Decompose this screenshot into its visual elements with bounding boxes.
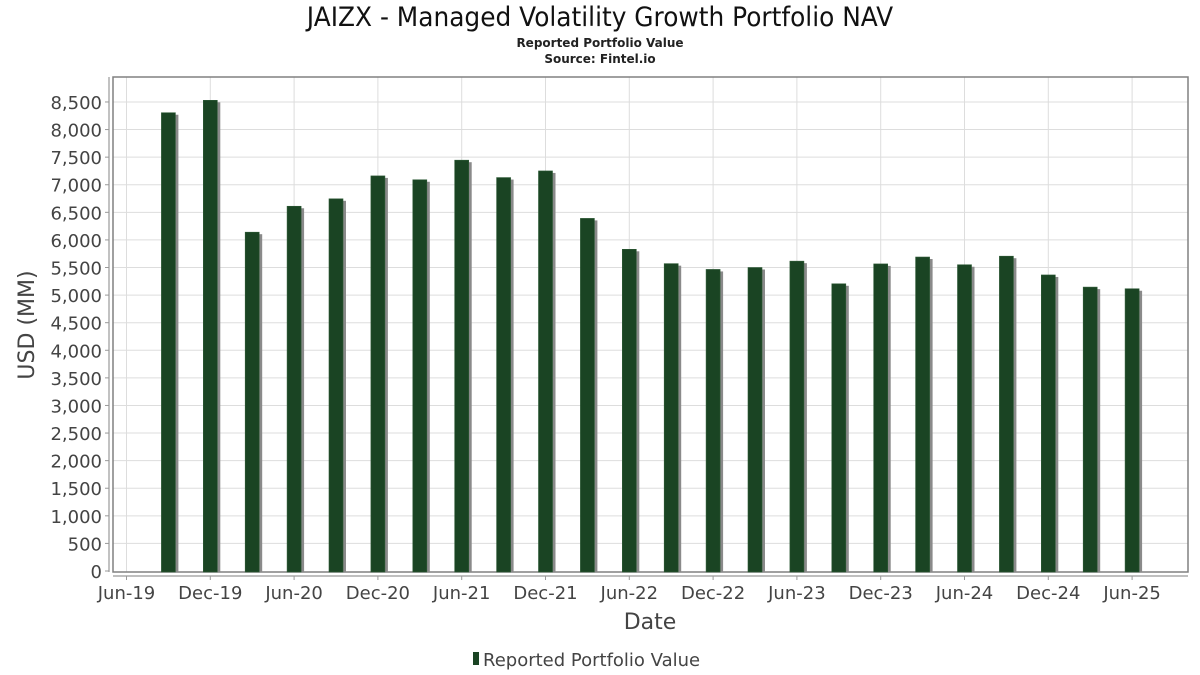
bar-Dec-22 <box>705 269 724 573</box>
y-axis-title: USD (MM) <box>15 270 40 379</box>
bar <box>538 170 553 573</box>
bars <box>161 100 1143 573</box>
y-tick-label: 1,000 <box>50 507 102 528</box>
bar <box>663 263 679 573</box>
y-tick-label: 7,000 <box>50 176 102 197</box>
x-tick-label: Dec-24 <box>1016 583 1080 604</box>
bar-Dec-19 <box>203 100 221 573</box>
x-axis: Jun-19 Dec-19 Jun-20 Dec-20 Jun-21 Dec-21 Jun-… <box>97 575 1188 604</box>
bar <box>1041 274 1056 573</box>
x-axis-title: Date <box>624 610 677 635</box>
bar-Jun-24 <box>957 264 975 573</box>
bar <box>244 231 260 573</box>
x-tick-label: Dec-19 <box>178 583 242 604</box>
x-tick-label: Jun-25 <box>1102 583 1161 604</box>
bar <box>873 263 889 573</box>
chart-source: Source: Fintel.io <box>544 52 656 66</box>
bar-Dec-20 <box>370 175 388 573</box>
y-tick-label: 4,500 <box>50 314 102 335</box>
bar-Sep-19 <box>161 112 179 573</box>
x-tick-label: Dec-21 <box>513 583 577 604</box>
y-tick-label: 500 <box>68 534 102 555</box>
y-tick-label: 4,000 <box>50 341 102 362</box>
y-tick-label: 2,500 <box>50 424 102 445</box>
bar-Mar-25 <box>1082 286 1101 573</box>
bar <box>831 283 847 573</box>
bar-Mar-23 <box>747 267 765 573</box>
x-tick-label: Dec-23 <box>849 583 913 604</box>
y-tick-label: 0 <box>91 562 102 583</box>
x-tick-label: Jun-20 <box>264 583 323 604</box>
chart-subtitle: Reported Portfolio Value <box>516 36 684 50</box>
bar <box>286 205 302 573</box>
bar-Jun-21 <box>454 159 472 573</box>
x-tick-label: Dec-20 <box>346 583 410 604</box>
bar-Jun-23 <box>789 260 807 573</box>
bar-Sep-24 <box>999 255 1017 573</box>
bar <box>915 256 930 573</box>
y-tick-label: 7,500 <box>50 148 102 169</box>
bar-Dec-23 <box>873 263 891 573</box>
bar <box>705 269 721 573</box>
bar-Sep-22 <box>663 263 682 573</box>
y-axis: 0 500 1,000 1,500 2,000 2,500 3,000 3,500 4,000 4… <box>50 77 110 583</box>
bar <box>454 159 470 573</box>
bar-Mar-22 <box>580 218 598 573</box>
x-tick-label: Jun-23 <box>767 583 826 604</box>
x-tick-label: Jun-19 <box>97 583 156 604</box>
bar-Mar-21 <box>412 179 430 573</box>
y-tick-label: 2,000 <box>50 452 102 473</box>
y-tick-label: 8,000 <box>50 121 102 142</box>
y-tick-label: 5,500 <box>50 259 102 280</box>
chart-title: JAIZX - Managed Volatility Growth Portfo… <box>306 2 894 33</box>
bar <box>1082 286 1098 573</box>
bar <box>412 179 428 573</box>
bar-Jun-25 <box>1124 288 1143 573</box>
x-tick-label: Jun-21 <box>432 583 491 604</box>
bar-Jun-22 <box>621 249 640 573</box>
grid-lines <box>113 77 1188 572</box>
bar-Dec-24 <box>1041 274 1059 573</box>
legend-swatch <box>473 652 479 665</box>
plot-area <box>112 76 1189 573</box>
legend: Reported Portfolio Value <box>473 650 700 671</box>
x-tick-label: Jun-22 <box>600 583 659 604</box>
x-tick-label: Dec-22 <box>681 583 745 604</box>
y-tick-label: 1,500 <box>50 479 102 500</box>
bar-Sep-23 <box>831 283 849 573</box>
bar-Sep-21 <box>496 177 514 573</box>
bar <box>747 267 763 573</box>
y-tick-label: 3,000 <box>50 396 102 417</box>
bar <box>580 218 595 573</box>
y-tick-label: 8,500 <box>50 93 102 114</box>
bar <box>161 112 176 573</box>
bar <box>370 175 386 573</box>
bar <box>1124 288 1140 573</box>
y-tick-label: 6,500 <box>50 203 102 224</box>
y-tick-label: 3,500 <box>50 369 102 390</box>
bar <box>203 100 218 573</box>
bar-Sep-20 <box>328 198 346 573</box>
bar <box>957 264 972 573</box>
bar-Mar-24 <box>915 256 933 573</box>
bar <box>789 260 805 573</box>
bar <box>621 249 637 573</box>
y-tick-label: 6,000 <box>50 231 102 252</box>
bar <box>496 177 511 573</box>
bar <box>328 198 344 573</box>
bar-Mar-20 <box>244 231 263 573</box>
legend-label: Reported Portfolio Value <box>483 650 700 671</box>
y-tick-label: 5,000 <box>50 286 102 307</box>
bar <box>999 255 1014 573</box>
x-tick-label: Jun-24 <box>935 583 994 604</box>
bar-Dec-21 <box>538 170 556 573</box>
bar-Jun-20 <box>286 205 305 573</box>
